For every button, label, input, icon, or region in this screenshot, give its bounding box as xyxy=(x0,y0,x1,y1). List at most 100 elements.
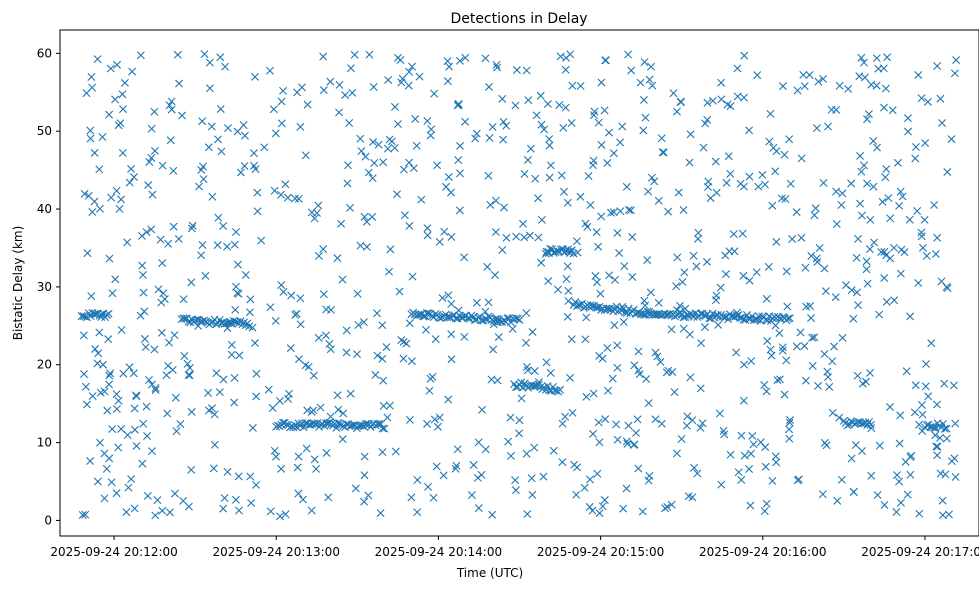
data-point xyxy=(200,50,209,59)
data-point xyxy=(105,254,114,263)
data-point xyxy=(145,157,154,166)
data-point xyxy=(132,391,141,400)
data-point xyxy=(132,441,141,450)
data-point xyxy=(86,134,95,143)
data-point xyxy=(147,447,156,456)
data-point xyxy=(395,287,404,296)
data-point xyxy=(895,477,904,486)
data-point xyxy=(685,330,694,339)
data-point xyxy=(858,447,866,455)
data-point xyxy=(711,157,720,166)
data-point xyxy=(264,385,273,394)
data-point xyxy=(555,100,564,109)
data-point xyxy=(622,484,631,493)
data-point xyxy=(717,78,726,87)
data-point xyxy=(524,96,533,105)
data-point xyxy=(369,83,378,91)
data-point xyxy=(920,215,929,224)
data-point xyxy=(536,91,545,100)
data-point xyxy=(947,135,956,144)
data-point xyxy=(830,342,839,351)
data-point xyxy=(346,389,355,398)
data-point xyxy=(130,504,139,513)
data-point xyxy=(808,333,817,342)
data-point xyxy=(624,50,633,59)
data-point xyxy=(250,72,259,81)
data-point xyxy=(607,208,616,217)
data-point xyxy=(405,415,414,424)
data-point xyxy=(444,395,453,404)
data-point xyxy=(639,95,648,104)
data-point xyxy=(246,295,255,304)
data-point xyxy=(95,165,104,174)
data-point xyxy=(478,405,487,414)
data-point xyxy=(663,503,672,511)
data-point xyxy=(230,373,239,382)
data-point xyxy=(523,510,532,519)
data-point xyxy=(245,308,254,317)
data-point xyxy=(531,174,540,183)
data-point xyxy=(151,386,160,395)
data-point xyxy=(880,247,889,256)
data-point xyxy=(204,388,213,397)
data-point xyxy=(714,320,723,329)
data-point xyxy=(310,455,319,464)
data-point xyxy=(643,256,652,265)
data-point xyxy=(615,249,624,258)
data-point xyxy=(266,303,275,312)
data-point xyxy=(797,233,806,242)
data-point xyxy=(268,404,277,413)
data-point xyxy=(915,509,924,518)
data-point xyxy=(862,257,871,266)
data-point xyxy=(833,496,842,505)
data-point xyxy=(484,82,493,91)
data-point xyxy=(835,81,844,90)
data-point xyxy=(674,188,683,197)
data-point xyxy=(785,434,794,443)
data-point xyxy=(933,233,942,242)
data-point xyxy=(477,470,486,479)
data-point xyxy=(180,351,189,360)
data-point xyxy=(752,268,761,277)
data-point xyxy=(498,94,507,103)
data-point xyxy=(703,98,712,107)
data-point xyxy=(544,277,553,286)
data-point xyxy=(628,273,637,281)
data-point xyxy=(545,135,554,144)
data-point xyxy=(801,263,810,272)
data-point xyxy=(903,114,912,123)
y-tick-label: 60 xyxy=(37,46,52,60)
data-point xyxy=(156,235,165,244)
data-point xyxy=(886,254,895,263)
data-point xyxy=(832,220,841,229)
data-point xyxy=(732,348,741,357)
data-point xyxy=(905,215,914,224)
data-point xyxy=(99,360,108,369)
data-point xyxy=(257,236,266,245)
data-point xyxy=(130,425,139,434)
data-point xyxy=(601,415,610,424)
data-point xyxy=(198,240,207,249)
data-point xyxy=(613,435,622,444)
data-point xyxy=(150,345,159,354)
data-point xyxy=(522,338,530,347)
data-point xyxy=(439,471,448,480)
data-point xyxy=(659,148,668,157)
data-point xyxy=(140,334,149,343)
data-point xyxy=(488,123,497,132)
data-point xyxy=(768,201,777,210)
data-point xyxy=(696,384,705,393)
data-point xyxy=(811,204,820,213)
data-point xyxy=(376,509,385,518)
data-point xyxy=(760,180,769,189)
data-point xyxy=(838,333,847,342)
data-point xyxy=(115,204,124,213)
data-point xyxy=(783,302,792,311)
data-point xyxy=(951,473,960,481)
data-point xyxy=(793,476,802,485)
data-point xyxy=(143,491,152,500)
data-point xyxy=(539,472,548,481)
data-point xyxy=(853,288,861,297)
data-point xyxy=(231,305,240,314)
data-point xyxy=(208,192,217,201)
